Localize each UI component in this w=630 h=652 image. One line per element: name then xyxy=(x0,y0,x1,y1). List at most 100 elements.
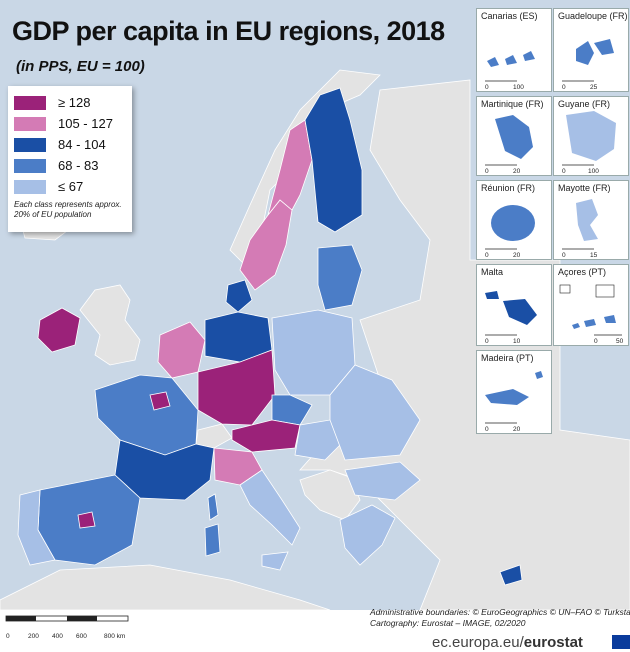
region-denmark xyxy=(225,279,253,313)
legend-item: ≥ 128 xyxy=(14,94,130,112)
scale-tick: 15 xyxy=(590,252,598,259)
region-romania xyxy=(329,364,421,461)
inset-map: 0 20 xyxy=(485,205,535,259)
map-area: GDP per capita in EU regions, 2018 (in P… xyxy=(0,0,630,610)
region-hungary xyxy=(294,419,346,461)
source-brand: eurostat xyxy=(523,634,583,651)
credits-boundaries: Administrative boundaries: © EuroGeograp… xyxy=(370,607,630,617)
scale-tick: 0 xyxy=(485,168,489,175)
region-finland xyxy=(304,87,363,233)
credits-cartography: Cartography: Eurostat – IMAGE, 02/2020 xyxy=(370,618,526,628)
legend-swatch xyxy=(14,138,46,152)
inset-label: Madeira (PT) xyxy=(481,353,534,363)
region-madrid xyxy=(77,511,96,529)
scale-tick: 20 xyxy=(513,426,521,433)
region-cyprus xyxy=(499,564,523,586)
legend-label: 84 - 104 xyxy=(58,137,106,152)
legend-item: ≤ 67 xyxy=(14,178,130,196)
legend-label: 68 - 83 xyxy=(58,158,99,173)
region-baltics xyxy=(317,244,363,311)
scale-tick: 20 xyxy=(513,252,521,259)
non-eu-balkans xyxy=(299,469,361,521)
inset-label: Réunion (FR) xyxy=(481,183,536,193)
scale-tick: 100 xyxy=(513,84,524,91)
scale-bar: 0 200 400 600 800 km xyxy=(5,615,129,640)
region-ireland xyxy=(37,307,81,353)
legend-swatch xyxy=(14,159,46,173)
inset-label: Martinique (FR) xyxy=(481,99,544,109)
region-sicily xyxy=(261,551,289,571)
source-link[interactable]: ec.europa.eu/eurostat xyxy=(432,634,583,651)
region-corsica xyxy=(207,493,219,521)
region-benelux xyxy=(157,321,206,379)
inset-label: Malta xyxy=(481,267,504,277)
scale-tick: 400 xyxy=(52,633,63,640)
inset-map: 0 25 xyxy=(562,39,614,91)
inset-map: 0 10 xyxy=(485,291,537,345)
inset-map: 0 100 xyxy=(485,51,535,91)
region-portugal xyxy=(17,489,56,566)
legend-label: ≥ 128 xyxy=(58,95,91,110)
legend-item: 68 - 83 xyxy=(14,157,130,175)
inset-map: 0 50 xyxy=(559,284,624,345)
scale-tick: 0 xyxy=(562,252,566,259)
scale-tick: 0 xyxy=(562,168,566,175)
legend-label: 105 - 127 xyxy=(58,116,113,131)
scale-tick: 0 xyxy=(485,338,489,345)
inset-reunion: Réunion (FR) 0 20 xyxy=(476,180,552,260)
non-eu-switzerland xyxy=(195,423,233,449)
scale-tick: 50 xyxy=(616,338,624,345)
region-czech xyxy=(271,394,313,426)
inset-acores: Açores (PT) 0 50 xyxy=(553,264,629,346)
scale-tick: 200 xyxy=(28,633,39,640)
inset-label: Mayotte (FR) xyxy=(558,183,611,193)
inset-map: 0 100 xyxy=(562,111,616,175)
inset-map: 0 15 xyxy=(562,199,598,259)
scale-tick: 800 km xyxy=(104,633,125,640)
scale-tick: 0 xyxy=(562,84,566,91)
region-italy-south xyxy=(239,469,301,546)
scale-tick: 0 xyxy=(594,338,598,345)
region-sardinia xyxy=(204,523,221,557)
inset-malta: Malta 0 10 xyxy=(476,264,552,346)
region-france-north xyxy=(94,374,199,456)
scale-tick: 0 xyxy=(6,633,10,640)
scale-tick: 10 xyxy=(513,338,521,345)
credits: Administrative boundaries: © EuroGeograp… xyxy=(370,607,630,629)
inset-map: 0 20 xyxy=(485,115,533,175)
inset-canarias: Canarias (ES) 0 100 xyxy=(476,8,552,92)
inset-label: Guyane (FR) xyxy=(558,99,611,109)
europe-map xyxy=(0,69,630,610)
region-germany-south xyxy=(197,349,276,426)
scale-tick: 600 xyxy=(76,633,87,640)
scale-tick: 100 xyxy=(588,168,599,175)
inset-mayotte: Mayotte (FR) 0 15 xyxy=(553,180,629,260)
scale-tick: 0 xyxy=(485,84,489,91)
legend-swatch xyxy=(14,117,46,131)
inset-map: 0 20 xyxy=(485,371,543,433)
region-bulgaria xyxy=(344,461,421,501)
legend-swatch xyxy=(14,180,46,194)
legend-note: Each class represents approx. 20% of EU … xyxy=(14,200,122,219)
scale-tick: 20 xyxy=(513,168,521,175)
legend-item: 105 - 127 xyxy=(14,115,130,133)
map-title: GDP per capita in EU regions, 2018 xyxy=(12,16,445,46)
inset-madeira: Madeira (PT) 0 20 xyxy=(476,350,552,434)
non-eu-north-africa xyxy=(0,564,331,610)
eu-flag-icon xyxy=(612,635,630,649)
inset-label: Guadeloupe (FR) xyxy=(558,11,628,21)
legend: ≥ 128 105 - 127 84 - 104 68 - 83 ≤ 67 Ea… xyxy=(8,86,132,232)
legend-item: 84 - 104 xyxy=(14,136,130,154)
scale-tick: 0 xyxy=(485,252,489,259)
region-paris xyxy=(149,391,171,411)
legend-swatch xyxy=(14,96,46,110)
inset-label: Canarias (ES) xyxy=(481,11,538,21)
region-austria xyxy=(231,419,301,453)
scale-tick: 0 xyxy=(485,426,489,433)
inset-martinique: Martinique (FR) 0 20 xyxy=(476,96,552,176)
inset-guyane: Guyane (FR) 0 100 xyxy=(553,96,629,176)
legend-label: ≤ 67 xyxy=(58,179,84,194)
source-prefix: ec.europa.eu/ xyxy=(432,634,524,651)
map-subtitle: (in PPS, EU = 100) xyxy=(16,58,145,75)
non-eu-uk xyxy=(79,284,141,366)
